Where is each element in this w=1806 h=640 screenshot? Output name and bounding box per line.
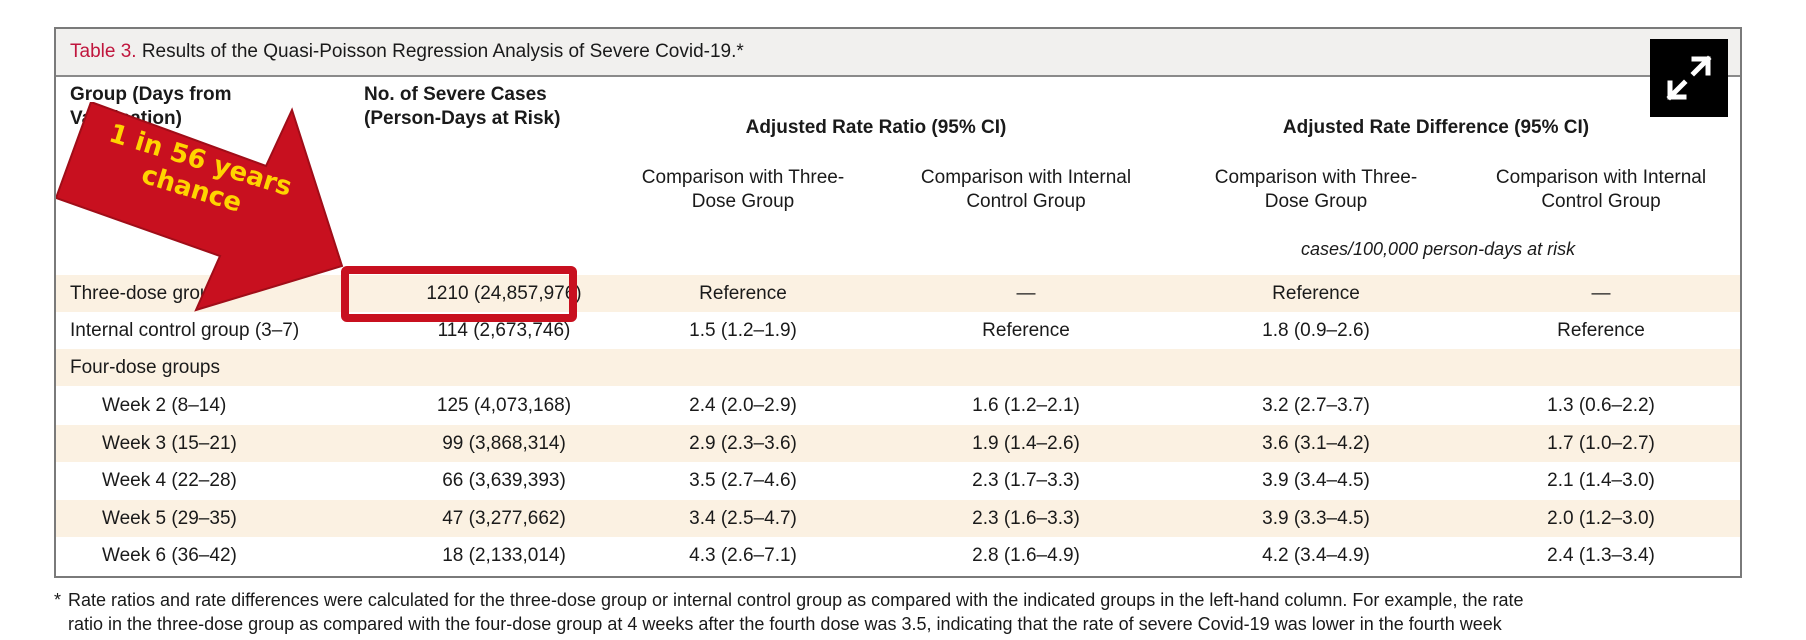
cell-rd-internal: Reference <box>1557 320 1645 341</box>
cell-cases: 125 (4,073,168) <box>436 395 572 416</box>
cell-group: Week 6 (36–42) <box>102 545 237 566</box>
cell-rr-three: 2.9 (2.3–3.6) <box>689 433 797 454</box>
cell-rd-internal: 1.3 (0.6–2.2) <box>1547 395 1655 416</box>
subheader-rr-internal-control: Comparison with Internal Control Group <box>920 167 1132 212</box>
expand-icon <box>1666 55 1712 101</box>
table-label: Table 3. <box>70 41 137 62</box>
cell-rd-internal: — <box>1591 283 1611 304</box>
cell-cases: 1210 (24,857,976) <box>426 283 582 304</box>
table-row: Four-dose groups <box>56 349 1740 386</box>
cell-rd-three: 1.8 (0.9–2.6) <box>1262 320 1370 341</box>
cell-rr-internal: 2.8 (1.6–4.9) <box>972 545 1080 566</box>
cell-cases: 47 (3,277,662) <box>442 508 566 529</box>
table-title: Results of the Quasi-Poisson Regression … <box>141 41 744 62</box>
cell-rr-internal: 1.6 (1.2–2.1) <box>972 395 1080 416</box>
header-cases: No. of Severe Cases (Person-Days at Risk… <box>364 84 561 129</box>
subheader-rr-three-dose: Comparison with Three- Dose Group <box>641 167 845 212</box>
expand-button[interactable] <box>1650 39 1728 117</box>
cell-rr-three: Reference <box>699 283 787 304</box>
cell-group: Week 2 (8–14) <box>102 395 227 416</box>
cell-rr-three: 3.4 (2.5–4.7) <box>689 508 797 529</box>
difference-units: cases/100,000 person-days at risk <box>1301 239 1576 259</box>
table-row: Three-dose group 1210 (24,857,976) Refer… <box>56 275 1740 312</box>
cell-rd-three: 3.6 (3.1–4.2) <box>1262 433 1370 454</box>
cell-rr-internal: 2.3 (1.7–3.3) <box>972 470 1080 491</box>
cell-rd-internal: 2.0 (1.2–3.0) <box>1547 508 1655 529</box>
highlight-box <box>341 266 577 322</box>
cell-cases: 18 (2,133,014) <box>442 545 566 566</box>
cell-cases: 114 (2,673,746) <box>437 320 571 341</box>
cell-group: Three-dose group <box>70 283 222 304</box>
cell-rr-three: 3.5 (2.7–4.6) <box>689 470 797 491</box>
table-row: Week 2 (8–14) 125 (4,073,168) 2.4 (2.0–2… <box>56 387 1740 424</box>
table-footnote: * Rate ratios and rate differences were c… <box>54 590 1524 634</box>
subheader-rd-internal-control: Comparison with Internal Control Group <box>1495 167 1707 212</box>
table-row: Week 3 (15–21) 99 (3,868,314) 2.9 (2.3–3… <box>56 425 1740 462</box>
cell-rr-internal: 2.3 (1.6–3.3) <box>972 508 1080 529</box>
cell-group: Week 5 (29–35) <box>102 508 237 529</box>
table-row: Week 6 (36–42) 18 (2,133,014) 4.3 (2.6–7… <box>56 537 1740 574</box>
cell-cases: 66 (3,639,393) <box>442 470 566 491</box>
cell-group: Week 4 (22–28) <box>102 470 237 491</box>
cell-group: Internal control group (3–7) <box>70 320 300 341</box>
cell-rd-internal: 2.1 (1.4–3.0) <box>1547 470 1655 491</box>
cell-rr-internal: — <box>1016 283 1036 304</box>
cell-rd-three: 4.2 (3.4–4.9) <box>1262 545 1370 566</box>
cell-rr-three: 1.5 (1.2–1.9) <box>689 320 797 341</box>
cell-rd-three: 3.2 (2.7–3.7) <box>1262 395 1370 416</box>
table-caption: Table 3. Results of the Quasi-Poisson Re… <box>56 29 1740 77</box>
cell-rd-three: Reference <box>1272 283 1360 304</box>
table-row: Week 4 (22–28) 66 (3,639,393) 3.5 (2.7–4… <box>56 462 1740 499</box>
cell-rr-three: 2.4 (2.0–2.9) <box>689 395 797 416</box>
cell-group: Four-dose groups <box>70 357 220 378</box>
cell-rd-internal: 2.4 (1.3–3.4) <box>1547 545 1655 566</box>
table-row: Week 5 (29–35) 47 (3,277,662) 3.4 (2.5–4… <box>56 500 1740 537</box>
results-table: Table 3. Results of the Quasi-Poisson Re… <box>54 27 1742 578</box>
header-rate-difference: Adjusted Rate Difference (95% CI) <box>1282 117 1590 138</box>
table-row: Internal control group (3–7) 114 (2,673,… <box>56 312 1740 349</box>
annotation-arrow-icon <box>56 102 356 312</box>
footnote-marker: * <box>54 590 62 610</box>
cell-rr-internal: Reference <box>982 320 1070 341</box>
cell-rd-three: 3.9 (3.4–4.5) <box>1262 470 1370 491</box>
cell-rr-internal: 1.9 (1.4–2.6) <box>972 433 1080 454</box>
cell-cases: 99 (3,868,314) <box>442 433 566 454</box>
subheader-rd-three-dose: Comparison with Three- Dose Group <box>1214 167 1418 212</box>
cell-rr-three: 4.3 (2.6–7.1) <box>689 545 797 566</box>
cell-rd-internal: 1.7 (1.0–2.7) <box>1547 433 1655 454</box>
cell-rd-three: 3.9 (3.3–4.5) <box>1262 508 1370 529</box>
cell-group: Week 3 (15–21) <box>102 433 237 454</box>
header-rate-ratio: Adjusted Rate Ratio (95% CI) <box>745 117 1007 138</box>
